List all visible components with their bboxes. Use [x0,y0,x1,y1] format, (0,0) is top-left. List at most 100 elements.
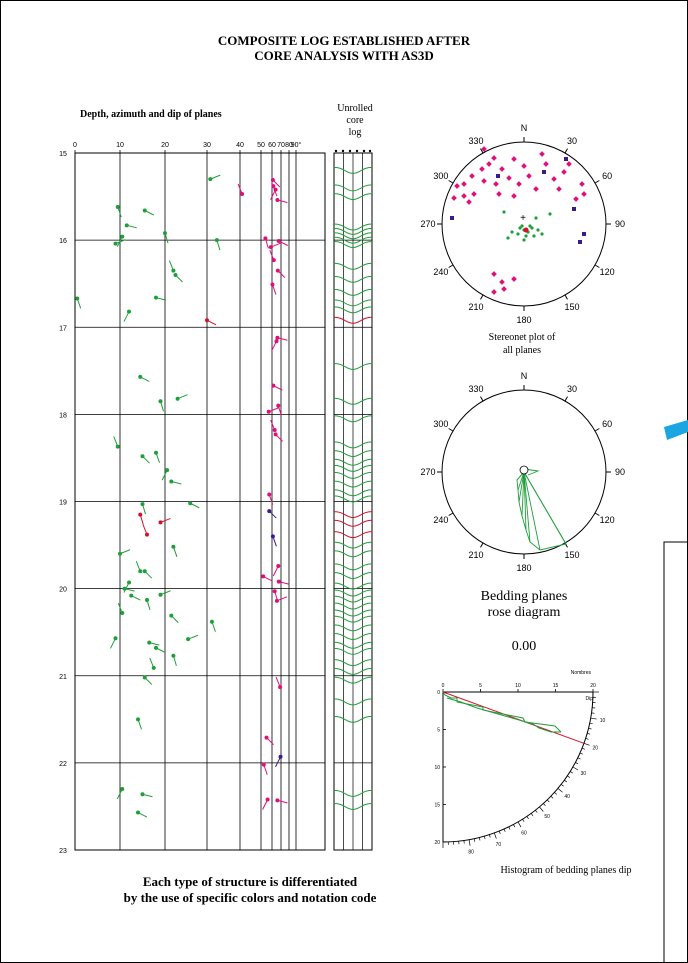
core-bedding-trace [333,789,373,797]
histogram-dip-label: Dip [585,696,593,702]
core-top-tick [341,149,345,153]
dip-tadpole-point [158,592,163,597]
core-bedding-trace [333,550,373,558]
dip-tadpole-point [275,798,280,803]
stereonet-pole-green [532,234,536,238]
dip-tick-label: 10 [116,142,124,149]
histogram-dip-tick [575,762,579,765]
histogram-dip-tick [503,828,506,832]
dip-tick-label: 90° [291,141,302,149]
dip-tadpole-point [151,665,156,670]
dip-tadpole-point [120,787,125,792]
depth-tick-label: 17 [59,325,67,332]
dip-tadpole-point [276,563,281,568]
dip-tadpole-point [169,479,174,484]
dip-tadpole-point [145,597,149,602]
stereonet-caption-2: all planes [503,345,541,356]
stereonet-pole-green [516,232,520,236]
histogram-count-label: Nombres [571,670,592,676]
histogram-left-tick-label: 5 [437,728,440,734]
stereonet-pole-magenta [493,181,499,187]
title-line-1: COMPOSITE LOG ESTABLISHED AFTER [217,33,471,48]
core-bedding-trace [333,641,373,649]
core-bedding-trace [333,609,373,617]
dip-tadpole-point [163,231,167,236]
dip-tick-label: 60 [268,142,276,149]
stereonet-pole-magenta [466,199,472,205]
dip-tadpole-point [171,653,176,658]
net-azimuth-label: 30 [567,136,577,146]
histogram-dip-tick [530,813,534,816]
net-azimuth-label: 60 [602,419,612,429]
rose-center [519,465,529,475]
dip-tadpole-point [278,754,283,759]
stereonet-pole-magenta [573,196,579,202]
net-azimuth-label: 150 [564,302,579,312]
stereonet-pole-magenta [481,178,487,184]
dip-tick-label: 0 [73,142,77,149]
stereonet-pole-magenta [499,279,505,285]
rose-petal-outline [516,471,567,551]
histogram-dip-tick [543,803,546,806]
stereonet-pole-magenta [526,173,532,179]
core-bedding-trace [333,299,373,307]
stereonet-caption-1: Stereonet plot of [489,332,556,343]
net-azimuth-label: 180 [516,563,531,573]
note-line-2: by the use of specific colors and notati… [123,890,377,905]
net-azimuth-label: 330 [468,136,483,146]
core-bedding-trace [333,595,373,603]
histogram-dip-tick [587,733,591,735]
stereonet-pole-magenta [461,193,467,199]
stereonet-pole-magenta [491,271,497,277]
dip-tadpole-point [240,191,245,196]
dip-tadpole-point [214,238,219,243]
histogram-count-tick-label: 15 [553,683,559,689]
dip-tadpole-point [171,268,176,273]
dip-tadpole-point [270,178,275,183]
core-bedding-trace [333,802,373,810]
core-bedding-trace [333,227,373,235]
dip-tadpole-point [271,184,276,189]
dip-tadpole-point [120,234,125,239]
stereonet-pole-magenta [539,151,545,157]
stereonet-pole-magenta [481,146,487,152]
net-azimuth-label: 210 [468,550,483,560]
core-bedding-trace [333,316,373,324]
dip-tadpole-point [140,792,145,797]
dip-tadpole-point [267,509,272,514]
stereonet-pole-magenta [516,181,522,187]
histogram-dip-tick [588,727,592,730]
dip-tadpole-point [169,613,174,618]
core-log-title-2: core [346,115,364,126]
stereonet-pole-purple [564,157,568,161]
core-bedding-trace [333,489,373,497]
core-top-tick [368,149,372,153]
dip-tadpole-point [265,797,270,802]
dip-tadpole-point [276,579,281,584]
stereonet-pole-purple [542,170,546,174]
dip-tadpole-point [127,580,131,585]
core-bedding-trace [333,415,373,423]
depth-tick-label: 15 [59,151,67,158]
dip-tadpole-point [270,534,275,539]
rose-caption-2: rose diagram [488,605,561,620]
net-azimuth-label: 240 [433,267,448,277]
stereonet-pole-magenta [451,195,457,201]
core-bedding-trace [333,531,373,539]
histogram-dip-tick [583,742,590,746]
dip-tadpole-point [261,574,266,579]
dip-tadpole-point [271,258,276,263]
core-bedding-trace [333,633,373,641]
core-log-title-1: Unrolled [337,103,373,114]
core-bedding-trace [333,441,373,449]
histogram-count-tick-label: 0 [442,683,445,689]
histogram-caption: Histogram of bedding planes dip [500,865,631,876]
histogram-dip-tick [522,819,525,822]
histogram-dip-tick [468,839,471,846]
net-azimuth-tick [448,428,454,432]
dip-tadpole-point [272,428,277,433]
core-bedding-trace [333,450,373,458]
dip-tadpole-point [158,520,163,525]
histogram-bars-inner [446,697,561,733]
